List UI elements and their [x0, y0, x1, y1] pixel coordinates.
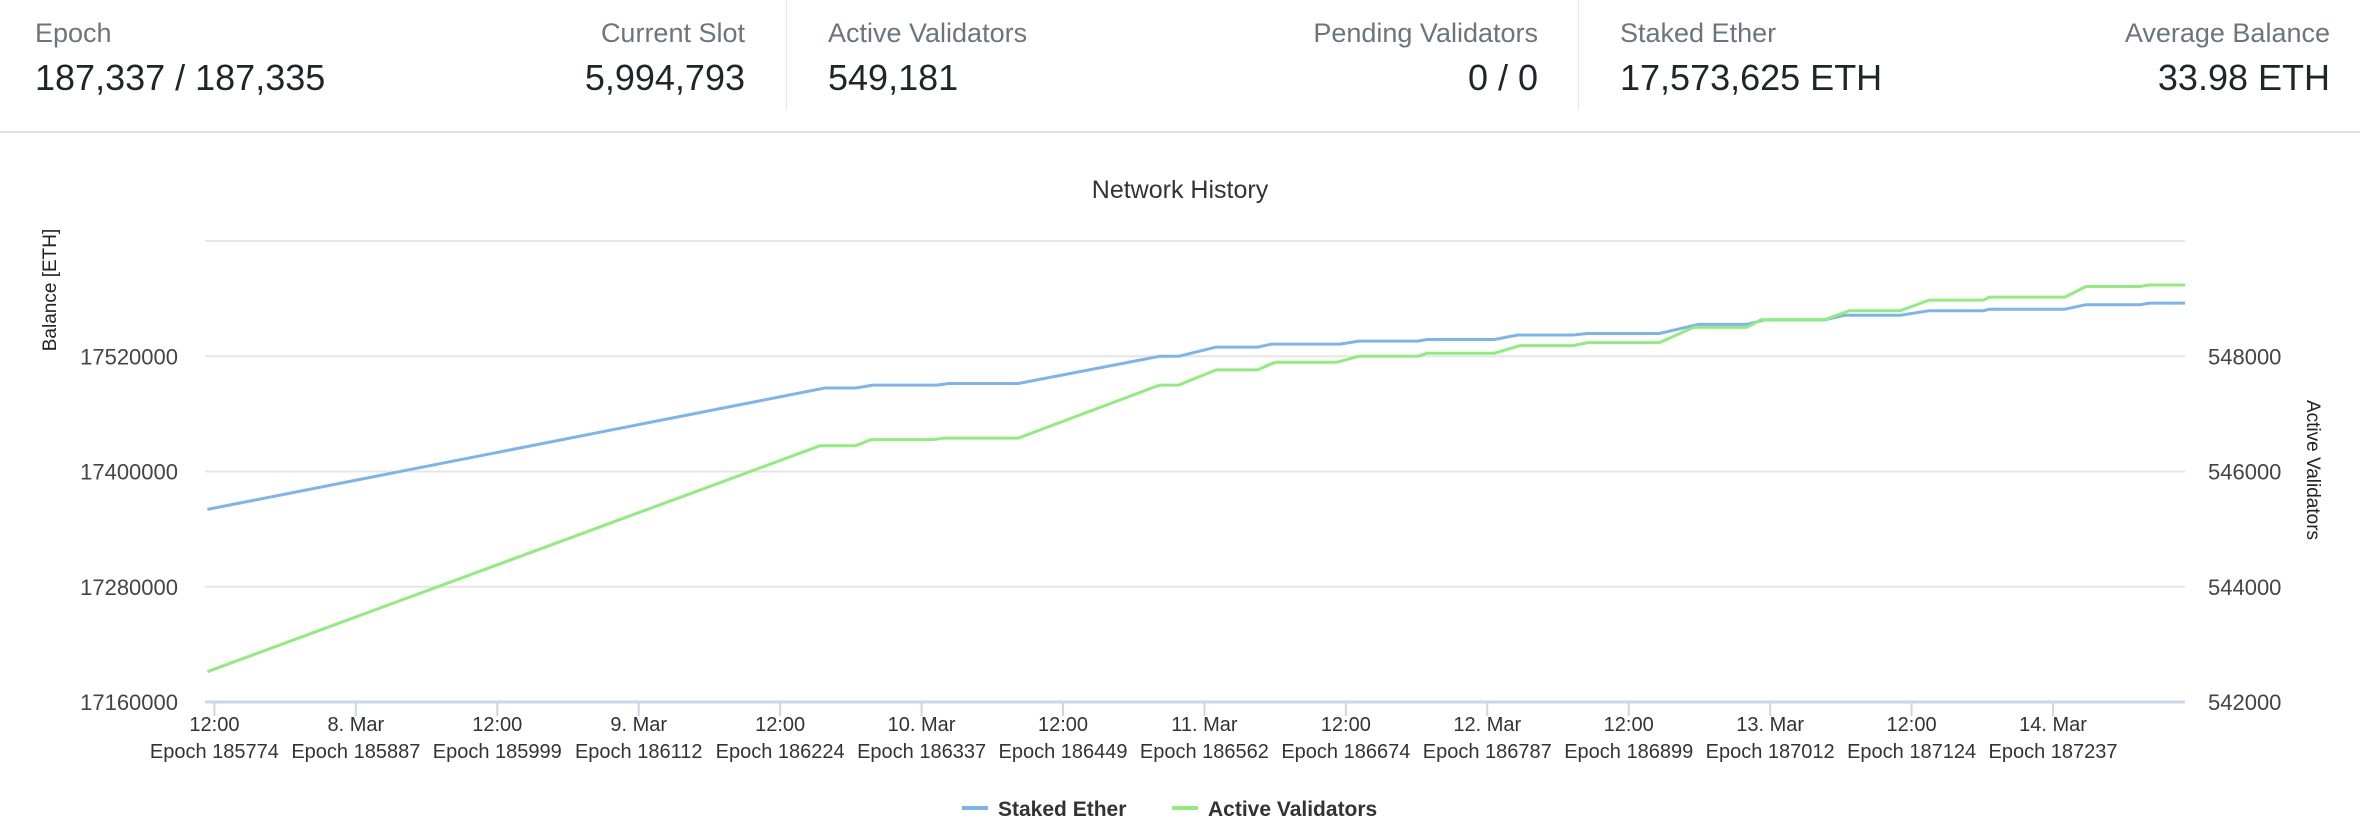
- legend-item-active-validators[interactable]: Active Validators: [1208, 798, 1377, 821]
- stat-label: Staked Ether: [1620, 18, 1777, 48]
- x-tick-epoch-label: Epoch 187237: [1988, 741, 2117, 763]
- x-tick-epoch-label: Epoch 185774: [150, 741, 279, 763]
- x-tick-label: 12:00: [1321, 714, 1371, 736]
- x-tick-epoch-label: Epoch 186787: [1423, 741, 1552, 763]
- x-tick-label: 12:00: [755, 714, 805, 736]
- x-tick-label: 8. Mar: [328, 714, 385, 736]
- x-tick-epoch-label: Epoch 185999: [433, 741, 562, 763]
- x-tick-label: 12:00: [1038, 714, 1088, 736]
- stat-label: Epoch: [35, 18, 112, 48]
- stat-active-validators: Active Validators 549,181: [828, 16, 1027, 100]
- y-right-tick-label: 544000: [2208, 575, 2281, 600]
- stat-average-balance: Average Balance 33.98 ETH: [2125, 16, 2330, 100]
- x-tick-epoch-label: Epoch 186562: [1140, 741, 1269, 763]
- stat-value: 17,573,625 ETH: [1620, 57, 1883, 98]
- x-tick-label: 12:00: [472, 714, 522, 736]
- legend: Staked Ether Active Validators: [962, 798, 1377, 821]
- x-tick-epoch-label: Epoch 187012: [1706, 741, 1835, 763]
- x-tick-label: 9. Mar: [610, 714, 667, 736]
- stat-current-slot: Current Slot 5,994,793: [585, 16, 745, 100]
- stat-label: Average Balance: [2124, 18, 2330, 48]
- x-tick-epoch-label: Epoch 186337: [857, 741, 986, 763]
- stat-value: 187,337 / 187,335: [35, 57, 326, 98]
- stat-label: Current Slot: [600, 18, 745, 48]
- y-left-tick-label: 17280000: [80, 575, 178, 600]
- x-tick-epoch-label: Epoch 187124: [1847, 741, 1976, 763]
- stat-value: 5,994,793: [584, 57, 745, 98]
- x-tick-label: 12. Mar: [1453, 714, 1521, 736]
- x-tick-epoch-label: Epoch 186674: [1281, 741, 1410, 763]
- x-tick-label: 13. Mar: [1736, 714, 1804, 736]
- x-tick-label: 12:00: [1604, 714, 1654, 736]
- y-axis-left-title: Balance [ETH]: [40, 229, 61, 352]
- stat-staked-ether: Staked Ether 17,573,625 ETH: [1620, 16, 1882, 100]
- x-tick-label: 10. Mar: [888, 714, 956, 736]
- y-left-tick-label: 17520000: [80, 344, 178, 369]
- y-axis-right-title: Active Validators: [2302, 400, 2323, 540]
- stat-label: Pending Validators: [1313, 18, 1538, 48]
- x-tick-label: 12:00: [189, 714, 239, 736]
- x-tick-epoch-label: Epoch 186449: [998, 741, 1127, 763]
- x-tick-label: 11. Mar: [1171, 714, 1238, 736]
- x-tick-label: 12:00: [1887, 714, 1937, 736]
- x-tick-label: 14. Mar: [2019, 714, 2087, 736]
- stat-pending-validators: Pending Validators 0 / 0: [1313, 16, 1538, 100]
- stat-epoch: Epoch 187,337 / 187,335: [35, 16, 325, 100]
- stat-value: 549,181: [828, 57, 959, 98]
- x-tick-epoch-label: Epoch 185887: [291, 741, 420, 763]
- divider: [786, 0, 787, 110]
- y-right-tick-label: 548000: [2208, 344, 2281, 369]
- y-right-tick-label: 542000: [2208, 690, 2281, 715]
- network-stats-header: Epoch 187,337 / 187,335 Current Slot 5,9…: [0, 0, 2360, 133]
- x-tick-epoch-label: Epoch 186224: [716, 741, 845, 763]
- y-left-tick-label: 17160000: [80, 690, 178, 715]
- stat-label: Active Validators: [828, 18, 1028, 48]
- chart-title: Network History: [1092, 176, 1269, 204]
- stat-value: 0 / 0: [1467, 57, 1538, 98]
- y-left-tick-label: 17400000: [80, 460, 178, 485]
- divider: [1578, 0, 1579, 110]
- y-right-tick-label: 546000: [2208, 460, 2281, 485]
- x-tick-epoch-label: Epoch 186899: [1564, 741, 1693, 763]
- legend-item-staked-ether[interactable]: Staked Ether: [998, 798, 1126, 821]
- stat-value: 33.98 ETH: [2157, 57, 2330, 98]
- x-tick-epoch-label: Epoch 186112: [575, 741, 703, 763]
- series-line-active-validators[interactable]: [206, 283, 2185, 674]
- series-line-staked-ether[interactable]: [207, 301, 2185, 511]
